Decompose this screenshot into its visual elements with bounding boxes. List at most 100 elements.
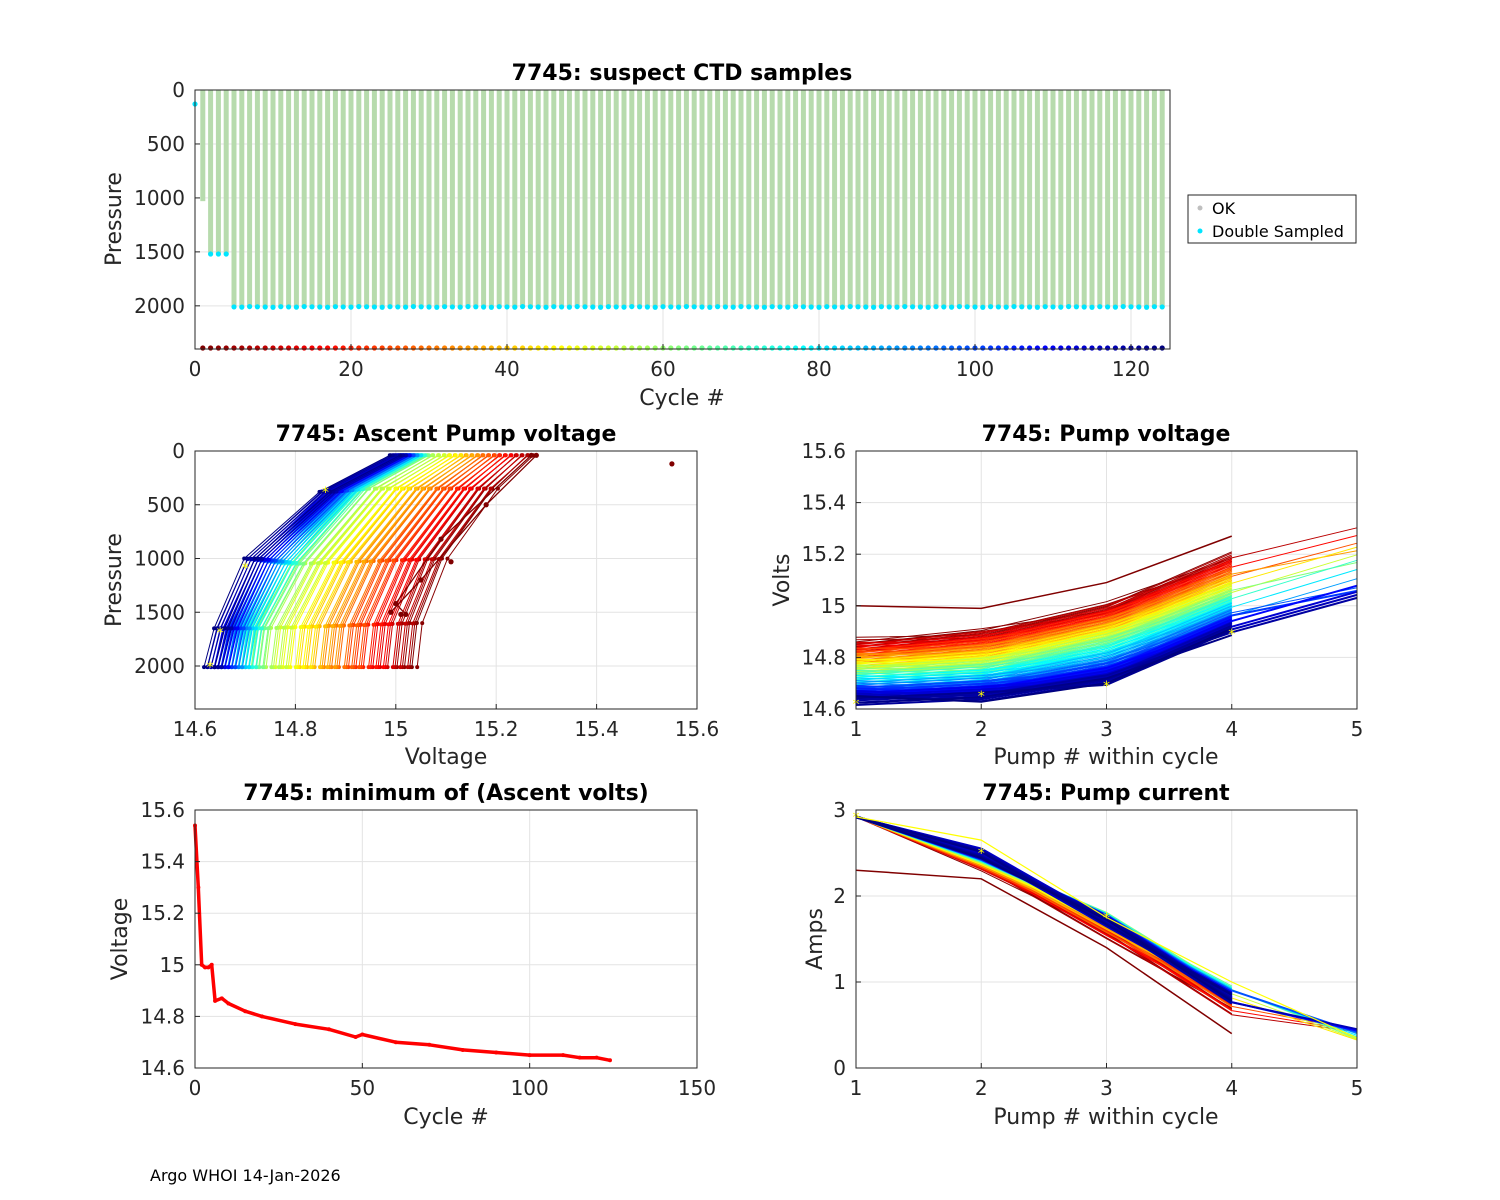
- ascent-voltage-point: [464, 453, 469, 458]
- ascent-voltage-point: [498, 453, 503, 458]
- cycle-marker: [1042, 345, 1048, 351]
- ascent-voltage-point: [269, 665, 274, 670]
- profile-bar: [808, 90, 814, 307]
- y-tick-label: 3: [833, 798, 846, 822]
- cycle-marker: [231, 345, 237, 351]
- x-tick-label: 50: [350, 1076, 375, 1100]
- cycle-marker: [1112, 345, 1118, 351]
- ascent-voltage-point: [468, 486, 473, 491]
- early-profile-point: [483, 502, 489, 508]
- cycle-marker: [512, 345, 518, 351]
- ascent-voltage-point: [426, 453, 431, 458]
- y-tick-label: 0: [172, 439, 185, 463]
- profile-bar: [730, 90, 736, 307]
- minimum-voltage-point: [427, 1042, 432, 1047]
- early-profile-line: [394, 454, 532, 615]
- profile-bar: [1089, 90, 1095, 307]
- pump-voltage-line: [855, 603, 1232, 679]
- ascent-voltage-point: [218, 626, 223, 631]
- cycle-marker: [652, 345, 658, 351]
- ascent-voltage-point: [332, 665, 337, 670]
- ascent-voltage-point: [401, 453, 406, 458]
- ascent-voltage-point: [212, 626, 217, 631]
- profile-bar: [543, 90, 549, 307]
- ascent-voltage-point: [440, 486, 445, 491]
- profile-bar: [551, 90, 557, 307]
- ascent-voltage-point: [266, 557, 271, 562]
- ascent-voltage-point: [476, 453, 481, 458]
- cycle-marker: [847, 345, 853, 351]
- double-sampled-point: [894, 304, 900, 310]
- ascent-voltage-point: [254, 665, 259, 670]
- profile-bar: [777, 90, 783, 307]
- cycle-marker: [1144, 345, 1150, 351]
- profile-bar: [964, 90, 970, 307]
- double-sampled-point: [613, 304, 619, 310]
- ascent-voltage-point: [322, 561, 327, 566]
- x-tick-label: 3: [1100, 717, 1113, 741]
- outlier-point: [398, 611, 404, 618]
- double-sampled-point: [574, 303, 580, 310]
- early-profile-point: [533, 452, 539, 458]
- profile-bar: [1066, 90, 1072, 307]
- x-tick-label: 3: [1100, 1076, 1113, 1100]
- profile-bar: [785, 90, 791, 307]
- y-tick-label: 15.2: [801, 542, 846, 566]
- y-tick-label: 0: [833, 1056, 846, 1080]
- double-sampled-point: [208, 251, 214, 257]
- double-sampled-point: [496, 304, 502, 310]
- ascent-voltage-point: [277, 559, 282, 564]
- cycle-marker: [886, 345, 892, 351]
- chart-title: 7745: Ascent Pump voltage: [276, 422, 617, 447]
- ascent-voltage-point: [447, 486, 452, 491]
- chart-title: 7745: Pump voltage: [982, 422, 1231, 447]
- double-sampled-point: [605, 304, 612, 310]
- profile-bar: [613, 90, 619, 307]
- x-axis-label: Voltage: [405, 745, 488, 770]
- profile-bar: [239, 90, 245, 307]
- axes-box: [194, 450, 698, 710]
- double-sampled-point: [457, 304, 463, 310]
- double-sampled-point: [1073, 304, 1079, 310]
- profile-bar: [949, 90, 955, 307]
- panel-minimum-ascent-volts: 0 50 100 150 14.6 14.8 15 15.2 15.4 15.6 7745: mi…: [108, 781, 716, 1130]
- y-tick-label: 1500: [134, 600, 185, 624]
- double-sampled-point: [683, 303, 690, 310]
- cycle-marker: [582, 345, 588, 351]
- cycle-marker: [496, 345, 502, 351]
- profile-bar: [988, 90, 994, 307]
- ascent-voltage-point: [270, 558, 275, 563]
- profile-bar: [832, 90, 838, 307]
- double-sampled-point: [1011, 303, 1017, 310]
- cycle-marker: [254, 345, 260, 351]
- cycle-marker: [371, 345, 377, 351]
- double-sampled-point: [808, 304, 814, 310]
- profile-bar: [769, 90, 775, 307]
- cycle-marker: [738, 345, 744, 351]
- ascent-voltage-point: [422, 453, 427, 458]
- profile-bar: [722, 90, 728, 307]
- double-sampled-point: [676, 304, 682, 310]
- highlight-marker: *: [207, 660, 214, 676]
- highlight-marker: *: [978, 846, 985, 862]
- double-sampled-point: [543, 304, 549, 310]
- profile-bar: [1042, 90, 1048, 307]
- double-sampled-point: [379, 304, 385, 310]
- pump-voltage-line: [855, 566, 1232, 649]
- minimum-voltage-point: [293, 1022, 298, 1027]
- cycle-marker: [605, 345, 612, 351]
- cycle-marker: [917, 345, 924, 351]
- ascent-voltage-point: [273, 558, 278, 563]
- pump-voltage-line: [855, 610, 1232, 684]
- legend-marker-double-sampled: [1197, 228, 1203, 234]
- ascent-voltage-point: [387, 453, 392, 458]
- double-sampled-point: [722, 304, 729, 310]
- profile-bar: [582, 90, 588, 307]
- double-sampled-point: [403, 304, 409, 310]
- double-sampled-point: [387, 304, 393, 310]
- profile-bar: [566, 90, 572, 307]
- pump-voltage-line: [855, 567, 1232, 651]
- double-sampled-point: [691, 304, 697, 310]
- double-sampled-point: [964, 304, 970, 310]
- profile-bar: [824, 90, 830, 307]
